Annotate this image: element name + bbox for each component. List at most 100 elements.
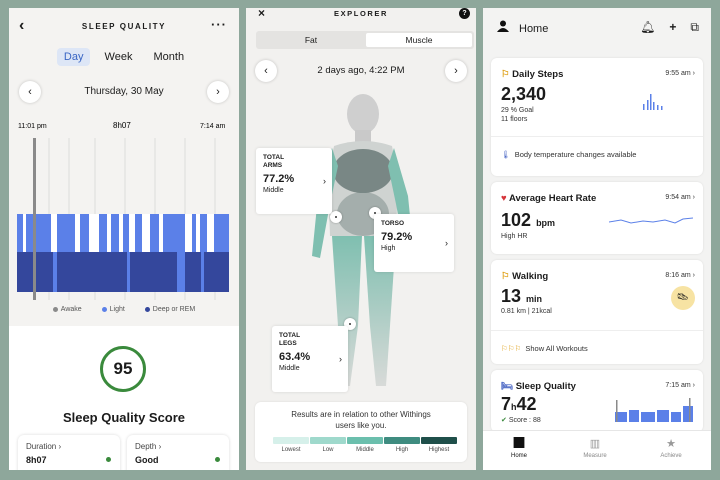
comparison-footer: Results are in relation to other Withing…	[255, 402, 467, 462]
chevron-left-icon: ‹	[28, 86, 32, 98]
tab-day[interactable]: Day	[56, 48, 91, 66]
walking-title: Walking	[512, 271, 549, 282]
legs-level: Middle	[279, 365, 300, 372]
tab-month[interactable]: Month	[153, 51, 185, 63]
torso-tooltip[interactable]: TORSO 79.2% High ›	[374, 214, 454, 272]
scale-label-highest: Highest	[428, 447, 450, 453]
chevron-right-icon: ›	[692, 272, 695, 279]
duration-card[interactable]: Duration › 8h07	[18, 435, 120, 470]
sleep-quality-card[interactable]: 🛏︎ Sleep Quality 7:15 am › 7h42 ✔ Score …	[491, 370, 703, 432]
heart-unit: bpm	[536, 218, 556, 228]
deep-sleep-band	[17, 252, 229, 292]
scale-high	[384, 437, 420, 444]
depth-card[interactable]: Depth › Good	[127, 435, 229, 470]
heart-value: 102	[501, 210, 532, 230]
shoe-icon: 👟︎	[671, 286, 695, 310]
sleep-score: Score : 88	[508, 417, 541, 424]
steps-time: 9:55 am	[665, 70, 691, 77]
notification-bell-icon[interactable]: 🔔︎	[640, 20, 656, 34]
legend-awake: Awake	[52, 306, 82, 313]
measurement-date: 2 days ago, 4:22 PM	[317, 65, 405, 76]
legs-value: 63.4%	[279, 351, 311, 363]
walking-icon: ⚐	[501, 271, 510, 282]
sleep-title: Sleep Quality	[515, 381, 576, 392]
previous-day-button[interactable]: ‹	[19, 81, 41, 103]
profile-icon[interactable]	[497, 20, 509, 32]
sleep-score-ring: 95	[100, 346, 146, 392]
show-all-workouts-text: Show All Workouts	[525, 344, 588, 353]
nav-measure[interactable]: ▥ Measure	[565, 437, 625, 459]
walking-card[interactable]: ⚐ Walking 8:16 am › 13 min 0.81 km | 21k…	[491, 260, 703, 364]
page-title: Home	[519, 23, 549, 35]
arms-value: 77.2%	[263, 173, 295, 185]
tab-fat[interactable]: Fat	[304, 35, 318, 45]
explorer-screen: × EXPLORER ? Fat Muscle ‹ 2 days ago, 4:…	[246, 8, 476, 470]
scale-label-middle: Middle	[356, 447, 374, 453]
nav-achieve[interactable]: ★ Achieve	[641, 437, 701, 459]
device-icon[interactable]: ⧉	[690, 20, 699, 34]
sleep-time: 7:15 am	[665, 382, 691, 389]
chevron-right-icon: ›	[58, 442, 62, 451]
body-temp-note[interactable]: 🌡︎ Body temperature changes available	[501, 150, 636, 159]
chevron-right-icon: ›	[216, 86, 220, 98]
next-button[interactable]: ›	[445, 60, 467, 82]
bar-chart-icon: ▥	[589, 438, 601, 450]
help-icon[interactable]: ?	[459, 8, 470, 19]
heart-rate-card[interactable]: ♥ Average Heart Rate 9:54 am › 102 bpm H…	[491, 182, 703, 254]
tab-muscle[interactable]: Muscle	[366, 33, 472, 47]
previous-button[interactable]: ‹	[255, 60, 277, 82]
duration-label: Duration	[26, 442, 57, 451]
chevron-right-icon: ›	[692, 194, 695, 201]
steps-goal: 29 % Goal	[501, 107, 534, 114]
chart-legend: Awake Light Deep or REM	[9, 306, 239, 313]
workouts-icon: ⚐⚐⚐	[501, 344, 522, 353]
bed-icon: 🛏︎	[501, 381, 514, 392]
home-header: Home 🔔︎ + ⧉	[483, 8, 711, 42]
add-icon[interactable]: +	[669, 20, 677, 34]
tab-week[interactable]: Week	[104, 51, 133, 63]
chevron-right-icon: ›	[692, 382, 695, 389]
arms-label-1: TOTAL	[263, 154, 285, 161]
footer-line-1: Results are in relation to other Withing…	[291, 410, 431, 419]
heart-time: 9:54 am	[665, 194, 691, 201]
awake-gaps	[23, 214, 214, 252]
daily-steps-card[interactable]: ⚐ Daily Steps 9:55 am › 2,340 29 % Goal …	[491, 58, 703, 176]
heart-status: High HR	[501, 233, 528, 240]
steps-value: 2,340	[501, 84, 547, 104]
scale-middle	[347, 437, 383, 444]
chevron-right-icon: ›	[339, 354, 342, 364]
arms-pin[interactable]	[330, 211, 342, 223]
close-icon[interactable]: ×	[258, 8, 266, 20]
more-options-icon[interactable]: ···	[211, 17, 227, 32]
heart-title: Average Heart Rate	[508, 193, 597, 204]
score-section: 95 Sleep Quality Score Duration › 8h07 D…	[9, 326, 239, 470]
period-tabs: Day Week Month	[9, 48, 239, 66]
scale-label-high: High	[395, 447, 409, 453]
explorer-header: × EXPLORER ?	[246, 8, 476, 28]
sleep-quality-screen: ‹ SLEEP QUALITY ··· Day Week Month ‹ Thu…	[9, 8, 239, 470]
chevron-right-icon: ›	[692, 70, 695, 77]
walking-detail: 0.81 km | 21kcal	[501, 308, 552, 315]
chevron-right-icon: ›	[323, 176, 326, 186]
footer-line-2: users like you.	[335, 421, 387, 430]
status-dot	[106, 457, 111, 462]
walking-unit: min	[526, 294, 543, 304]
legs-tooltip[interactable]: TOTAL LEGS 63.4% Middle ›	[272, 326, 348, 392]
steps-sparkline	[643, 94, 663, 110]
body-temp-text: Body temperature changes available	[514, 150, 637, 159]
sleep-minutes: 42	[516, 394, 537, 414]
show-all-workouts-link[interactable]: ⚐⚐⚐ Show All Workouts	[501, 344, 588, 353]
walking-value: 13	[501, 286, 522, 306]
sleep-stages-chart: 11:01 pm 8h07 7:14 am	[17, 121, 229, 300]
legs-label-2: LEGS	[279, 340, 297, 347]
next-day-button[interactable]: ›	[207, 81, 229, 103]
selected-date: Thursday, 30 May	[84, 86, 164, 97]
sleep-score-title: Sleep Quality Score	[62, 410, 186, 425]
scale-label-low: Low	[322, 447, 334, 453]
sleep-mini-chart	[615, 398, 693, 422]
back-arrow-icon[interactable]: ‹	[19, 17, 25, 34]
torso-label: TORSO	[381, 220, 404, 227]
arms-tooltip[interactable]: TOTAL ARMS 77.2% Middle ›	[256, 148, 332, 214]
nav-home[interactable]: ⬛︎ Home	[489, 437, 549, 459]
depth-value: Good	[135, 455, 159, 465]
